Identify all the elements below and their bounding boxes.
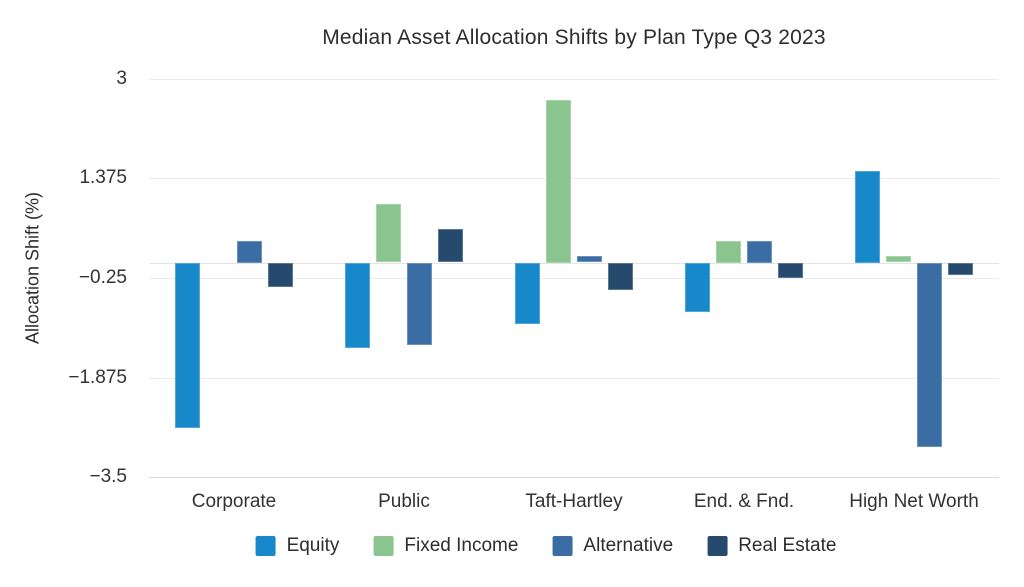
y-axis-title: Allocation Shift (%): [22, 191, 43, 345]
x-tick-label: High Net Worth: [849, 491, 979, 512]
gridline: [149, 78, 999, 80]
y-tick-label: −3.5: [89, 466, 127, 488]
legend-label: Equity: [286, 535, 340, 556]
legend: Equity Fixed Income Alternative Real Estate: [255, 535, 836, 557]
y-tick-label: 1.375: [79, 167, 127, 189]
bar-alternative-end-fnd-: [747, 241, 772, 263]
legend-label: Real Estate: [738, 535, 837, 556]
gridline: [149, 178, 999, 180]
legend-item-fixed-income: Fixed Income: [373, 535, 518, 557]
x-tick-label: Taft-Hartley: [525, 491, 623, 512]
zero-line: [149, 262, 999, 264]
x-tick-label: End. & Fnd.: [693, 491, 795, 512]
x-tick-label: Public: [378, 491, 430, 512]
bar-fixed-income-high-net-worth: [886, 256, 911, 263]
bar-alternative-high-net-worth: [917, 262, 942, 447]
bar-equity-end-fnd-: [685, 262, 710, 312]
bar-real-estate-public: [438, 228, 463, 263]
bar-equity-public: [345, 262, 370, 349]
bar-fixed-income-end-fnd-: [716, 241, 741, 263]
legend-swatch: [373, 536, 394, 556]
bar-alternative-taft-hartley: [577, 256, 602, 263]
bar-alternative-public: [407, 262, 432, 346]
legend-swatch: [552, 536, 573, 556]
y-tick-label: −0.25: [78, 266, 127, 288]
legend-item-alternative: Alternative: [552, 535, 673, 557]
legend-swatch: [707, 536, 728, 556]
legend-item-equity: Equity: [255, 535, 340, 557]
bar-alternative-corporate: [237, 241, 262, 263]
bar-real-estate-end-fnd-: [778, 262, 803, 278]
legend-label: Fixed Income: [404, 535, 519, 556]
bar-equity-corporate: [175, 262, 200, 429]
chart-title: Median Asset Allocation Shifts by Plan T…: [322, 26, 826, 49]
legend-swatch: [255, 536, 276, 556]
bar-equity-taft-hartley: [515, 262, 540, 324]
y-tick-label: −1.875: [68, 366, 127, 388]
gridline: [149, 377, 999, 379]
y-tick-label: 3: [116, 67, 127, 89]
bar-real-estate-corporate: [268, 262, 293, 287]
bar-equity-high-net-worth: [855, 170, 880, 263]
bar-fixed-income-public: [376, 204, 401, 263]
legend-label: Alternative: [583, 535, 674, 556]
gridline: [149, 477, 999, 479]
bar-fixed-income-taft-hartley: [546, 100, 571, 263]
bar-real-estate-taft-hartley: [608, 262, 633, 291]
legend-item-real-estate: Real Estate: [707, 535, 836, 557]
gridline: [149, 277, 999, 279]
bar-real-estate-high-net-worth: [948, 262, 973, 275]
x-tick-label: Corporate: [191, 491, 277, 512]
